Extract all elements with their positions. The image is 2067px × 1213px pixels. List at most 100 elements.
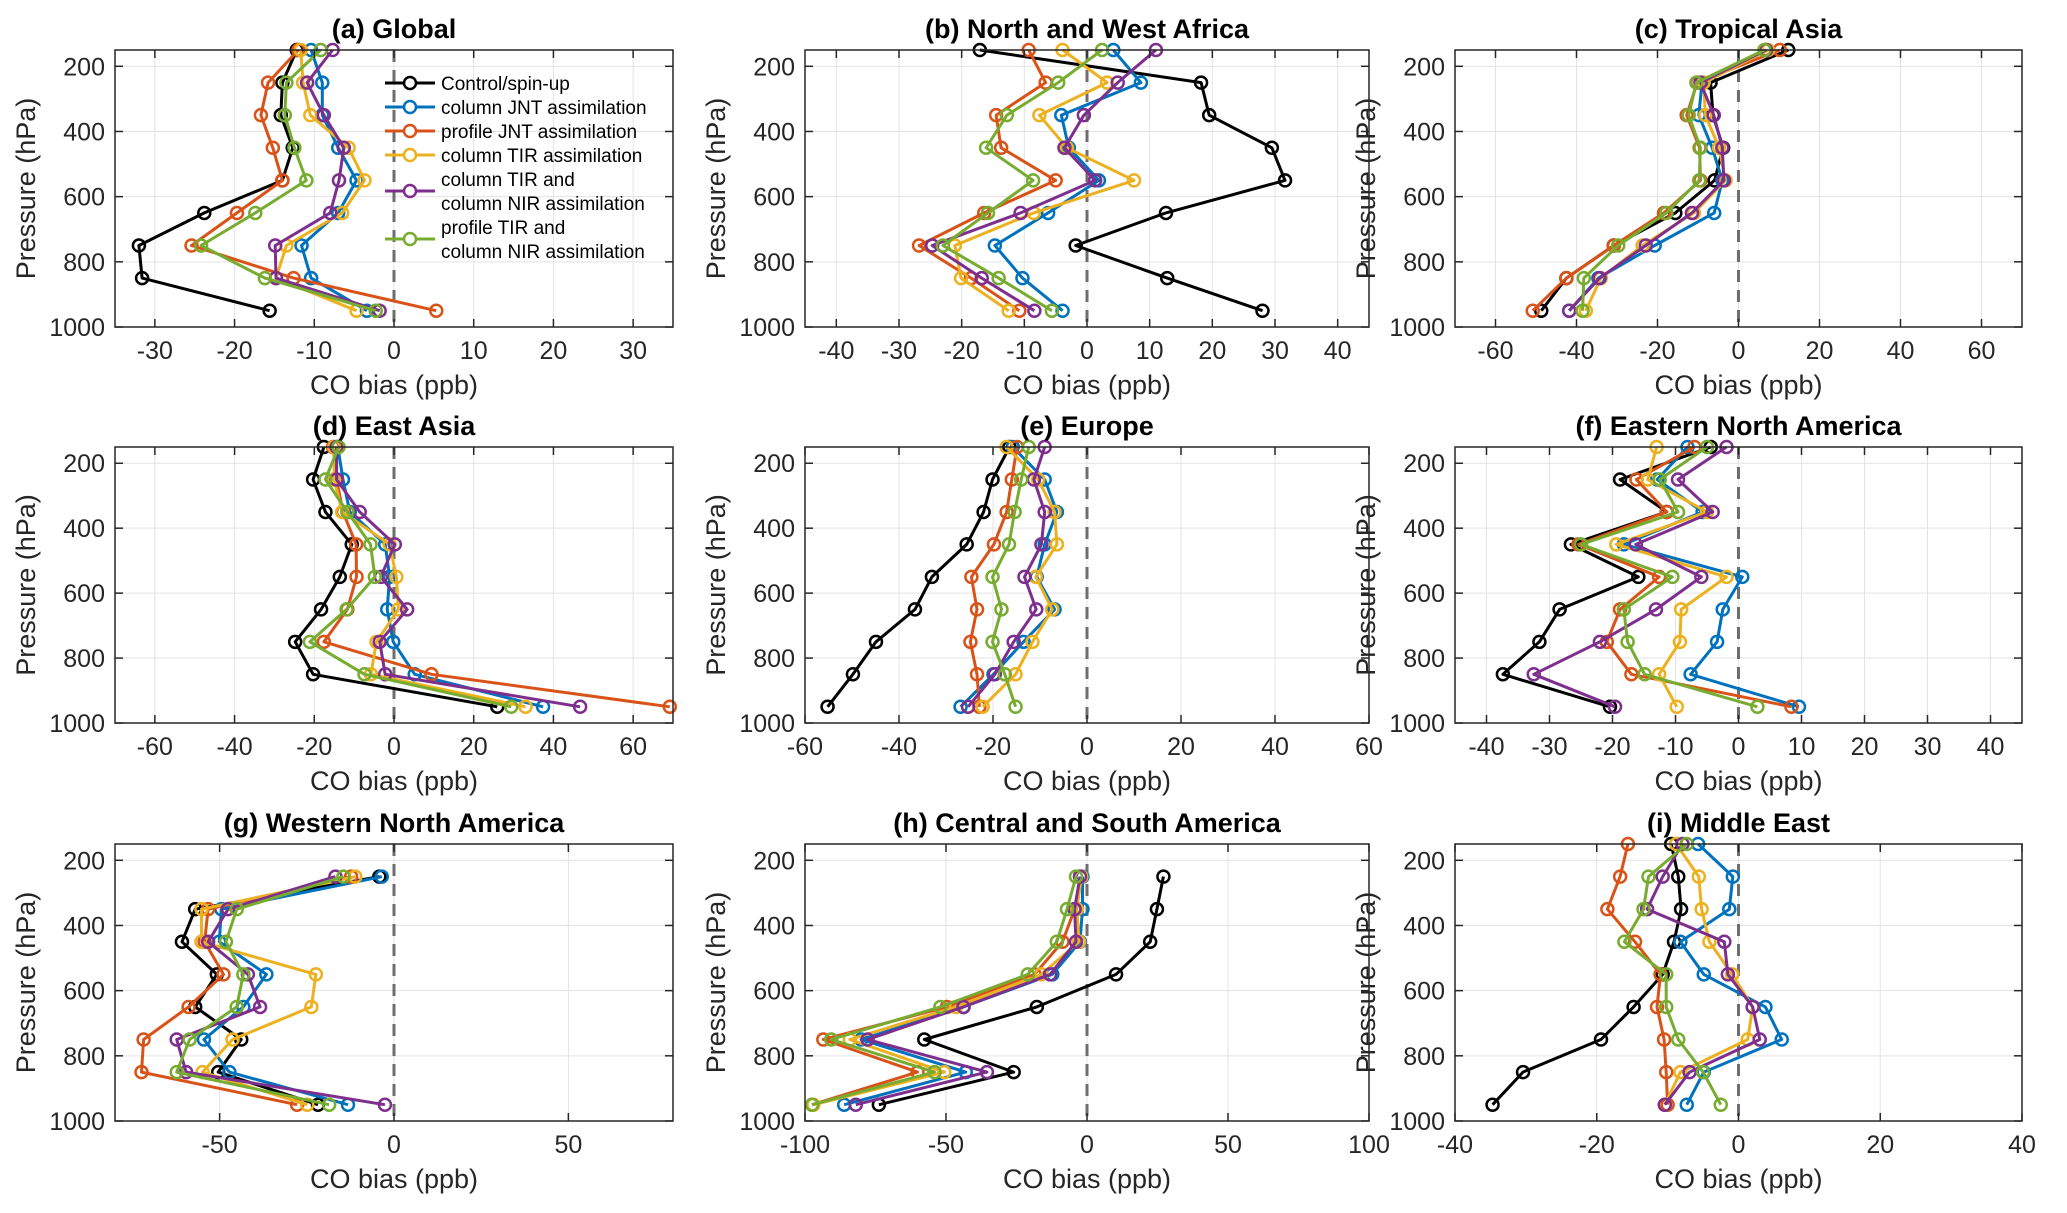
data-point-control [924,569,940,585]
data-point-colJNT [1725,869,1741,884]
data-point-colJNT [1774,1032,1789,1047]
series-line-colTIR [274,49,366,313]
data-point-colTIR [308,967,324,982]
y-tick-label: 400 [753,118,795,146]
data-point-profJNT [265,140,281,156]
data-point-colTIRNIR [1705,504,1720,520]
x-tick-label: 20 [1167,733,1195,761]
x-tick-label: 40 [540,733,568,761]
panel-title: (f) Eastern North America [1575,411,1902,441]
data-point-profJNT [1658,1064,1674,1080]
x-tick-label: 0 [1732,1131,1746,1159]
y-tick-label: 800 [63,1043,105,1071]
data-point-colTIR [1694,901,1709,917]
data-point-control [1631,569,1646,585]
data-point-colTIRNIR [372,634,387,650]
data-point-colTIRNIR [987,667,1003,682]
data-point-colTIR [953,270,969,286]
y-tick-label: 800 [1403,249,1445,277]
data-point-profJNT [136,1032,151,1047]
x-tick-label: 40 [1324,337,1352,365]
data-point-colTIR [1609,537,1624,552]
data-point-colJNT [1709,634,1725,650]
data-point-profTIRNIR [1681,107,1696,123]
data-point-colTIRNIR [200,934,216,950]
legend-label: column NIR assimilation [441,194,645,215]
x-tick-label: 0 [1080,1131,1094,1159]
x-tick-label: -40 [818,337,854,365]
data-point-colTIRNIR [316,107,332,123]
data-point-profJNT [999,504,1014,520]
data-point-profJNT [964,569,979,585]
data-point-control [907,602,923,617]
data-point-control [845,667,861,682]
series-line-control [293,446,498,709]
y-tick-label: 1000 [739,314,795,342]
legend-item-control: Control/spin-up [385,74,570,95]
data-point-control [332,569,348,585]
x-tick-label: 50 [554,1131,582,1159]
panel-title: (d) East Asia [313,411,477,441]
series-line-colTIRNIR [273,49,381,313]
data-point-control [287,634,303,650]
data-point-profJNT [816,1032,831,1047]
data-point-colTIR [1099,75,1115,90]
data-point-profJNT [1784,699,1799,715]
data-point-profTIRNIR [302,634,318,650]
data-point-control [344,537,360,552]
data-point-profJNT [988,107,1004,123]
panel-title: (a) Global [332,14,457,44]
data-point-colTIR [225,1032,240,1047]
x-tick-label: -50 [202,1131,238,1159]
x-tick-label: -60 [137,733,173,761]
panel-b: -40 -30 -20 -10 0 10 20 30 40 200 400 600 800 1000 CO … [701,14,1370,400]
panel-g: -50 0 50 200 400 600 800 1000 CO bias (ppb) Press… [11,808,674,1194]
data-point-colJNT [385,634,401,650]
panel-c: -60 -40 -20 0 20 40 60 200 400 600 800 1000 CO bias … [1351,14,2023,400]
data-point-control [1485,1097,1500,1112]
data-point-profTIRNIR [277,107,293,123]
data-point-colTIRNIR [336,140,352,156]
data-point-colJNT [1696,967,1712,982]
x-tick-label: -20 [975,733,1011,761]
series-line-colTIR [1663,843,1755,1106]
data-point-profTIRNIR [1007,504,1022,520]
data-point-control [917,1032,932,1047]
data-point-colTIRNIR [979,1064,995,1080]
data-point-profJNT [1004,472,1020,487]
y-tick-label: 400 [63,515,105,543]
series-line-profJNT [322,446,671,709]
series-line-profJNT [190,48,437,313]
data-point-control [1006,1064,1021,1080]
data-point-colJNT [1679,1097,1695,1112]
y-tick-label: 600 [753,184,795,212]
data-point-profTIRNIR [340,504,355,520]
x-tick-label: -40 [1558,337,1594,365]
data-point-profJNT [969,602,985,617]
y-axis-label: Pressure (hPa) [701,892,731,1074]
series-line-profTIRNIR [991,446,1031,708]
data-point-colTIRNIR [572,699,588,715]
legend-label: profile TIR and [441,218,565,239]
x-tick-label: -30 [1531,733,1567,761]
data-point-profJNT [1048,173,1063,188]
x-tick-label: -60 [787,733,823,761]
x-tick-label: 60 [1355,733,1383,761]
x-tick-label: 40 [1887,337,1915,365]
panel-f: -40 -30 -20 -10 0 10 20 30 40 200 400 600 800 1000 CO … [1351,411,2023,796]
series-line-colTIR [981,445,1059,708]
y-tick-label: 800 [1403,645,1445,673]
y-tick-label: 400 [63,912,105,940]
data-point-profJNT [1612,869,1628,884]
data-point-control [1534,303,1549,318]
data-point-profJNT [260,75,276,90]
x-tick-label: 20 [1198,337,1226,365]
data-point-profTIRNIR [933,999,948,1015]
x-tick-label: 10 [460,337,488,365]
data-point-colTIRNIR [960,699,976,715]
data-point-control [1626,999,1641,1015]
data-point-profTIRNIR [994,602,1009,617]
data-point-profTIRNIR [236,967,251,982]
series-line-colTIRNIR [1568,48,1767,312]
data-point-profTIRNIR [1652,472,1667,487]
